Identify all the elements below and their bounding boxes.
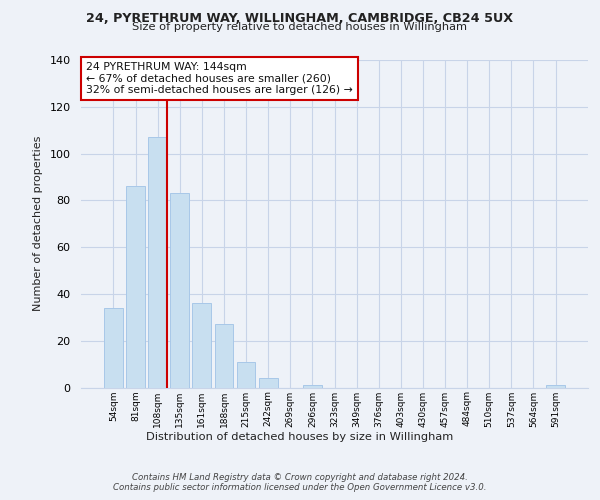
Bar (170, 194, 189, 388)
Bar (104, 308, 123, 388)
Bar (546, 385, 565, 388)
Text: Size of property relative to detached houses in Willingham: Size of property relative to detached ho… (133, 22, 467, 32)
Bar (148, 137, 167, 388)
Text: 24, PYRETHRUM WAY, WILLINGHAM, CAMBRIDGE, CB24 5UX: 24, PYRETHRUM WAY, WILLINGHAM, CAMBRIDGE… (86, 12, 514, 26)
Text: 24 PYRETHRUM WAY: 144sqm
← 67% of detached houses are smaller (260)
32% of semi-: 24 PYRETHRUM WAY: 144sqm ← 67% of detach… (86, 62, 353, 95)
Y-axis label: Number of detached properties: Number of detached properties (32, 136, 43, 312)
Bar (303, 385, 322, 388)
Bar (215, 324, 233, 388)
Bar (259, 378, 278, 388)
Bar (236, 362, 256, 388)
Bar (193, 304, 211, 388)
Bar (126, 186, 145, 388)
Text: Contains public sector information licensed under the Open Government Licence v3: Contains public sector information licen… (113, 484, 487, 492)
Text: Contains HM Land Registry data © Crown copyright and database right 2024.: Contains HM Land Registry data © Crown c… (132, 472, 468, 482)
Text: Distribution of detached houses by size in Willingham: Distribution of detached houses by size … (146, 432, 454, 442)
